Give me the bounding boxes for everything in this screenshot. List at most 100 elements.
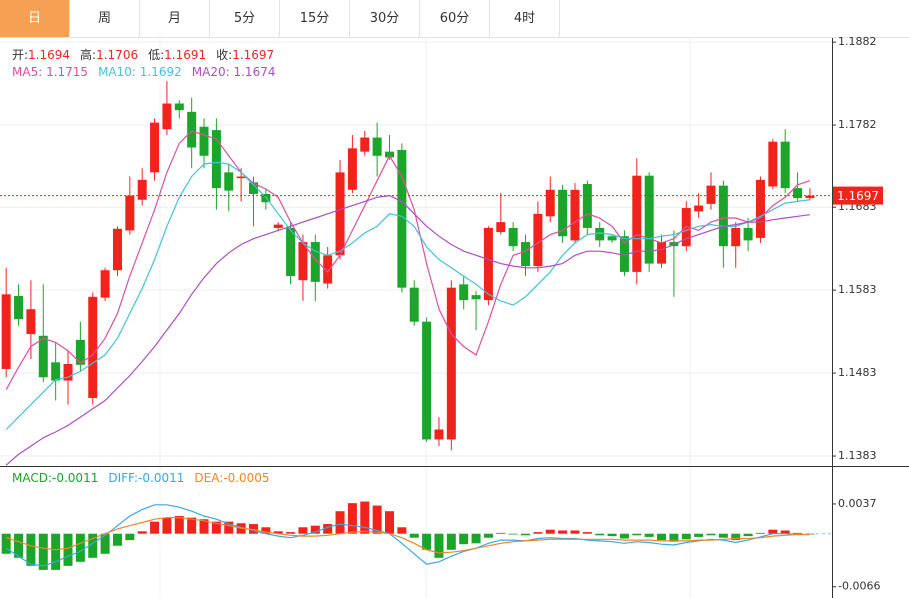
period-tab[interactable]: 周 bbox=[70, 0, 140, 37]
candle-body bbox=[51, 362, 61, 381]
last-price-box bbox=[833, 186, 883, 205]
candle-body bbox=[755, 179, 765, 238]
macd-bar bbox=[310, 525, 320, 534]
macd-bar bbox=[150, 521, 160, 534]
candle-body bbox=[75, 339, 85, 365]
candle-body bbox=[731, 227, 741, 247]
candle-body bbox=[150, 122, 160, 173]
macd-bar bbox=[706, 533, 716, 536]
y-tick-label: 0.0037 bbox=[838, 497, 877, 510]
macd-legend: MACD:-0.0011 DIFF:-0.0011 DEA:-0.0005 bbox=[12, 471, 280, 485]
candle-body bbox=[372, 137, 382, 156]
macd-bar bbox=[619, 533, 629, 539]
candle-body bbox=[570, 189, 580, 241]
period-tab[interactable]: 5分 bbox=[210, 0, 280, 37]
macd-bar bbox=[51, 533, 61, 570]
ma-line bbox=[5, 194, 810, 466]
candle-body bbox=[298, 242, 308, 281]
macd-bar bbox=[75, 533, 85, 562]
candle-body bbox=[286, 227, 296, 277]
period-tab[interactable]: 15分 bbox=[280, 0, 350, 37]
macd-bar bbox=[731, 533, 741, 541]
macd-line bbox=[5, 504, 810, 567]
macd-bar bbox=[558, 530, 568, 534]
candle-body bbox=[459, 284, 469, 301]
candle-body bbox=[632, 175, 642, 272]
ma-line bbox=[5, 130, 811, 390]
macd-bar bbox=[125, 533, 135, 541]
ma-legend-value: 1.1692 bbox=[139, 65, 182, 79]
macd-bar bbox=[409, 533, 419, 538]
y-tick-label: 1.1782 bbox=[838, 118, 877, 131]
candle-body bbox=[125, 195, 135, 231]
candle-body bbox=[26, 309, 36, 335]
candle-body bbox=[360, 137, 370, 152]
period-tab[interactable]: 30分 bbox=[350, 0, 420, 37]
candle-body bbox=[607, 236, 617, 241]
macd-bar bbox=[360, 501, 370, 534]
macd-bar bbox=[224, 521, 234, 534]
candle-body bbox=[446, 287, 456, 440]
candle-body bbox=[545, 189, 555, 217]
macd-legend-label: DEA: bbox=[194, 471, 224, 485]
period-tab[interactable]: 日 bbox=[0, 0, 70, 37]
macd-bar bbox=[669, 533, 679, 542]
candle-body bbox=[224, 172, 234, 191]
macd-bar bbox=[211, 521, 221, 534]
macd-bar bbox=[793, 532, 803, 534]
macd-bar bbox=[112, 533, 122, 546]
macd-bar bbox=[335, 511, 345, 534]
candle-body bbox=[496, 222, 506, 233]
y-tick-label: 1.1583 bbox=[838, 283, 877, 296]
macd-bar bbox=[434, 533, 444, 558]
ma-legend-name: MA5: bbox=[12, 65, 43, 79]
macd-bar bbox=[372, 505, 382, 534]
ohlc-label: 低: bbox=[148, 48, 165, 62]
candles bbox=[1, 81, 815, 466]
candle-body bbox=[471, 295, 481, 300]
macd-bar bbox=[1, 533, 11, 554]
macd-bar bbox=[14, 533, 24, 558]
candle-body bbox=[347, 148, 357, 190]
macd-bar bbox=[137, 531, 147, 534]
candle-body bbox=[619, 236, 629, 272]
candle-body bbox=[397, 149, 407, 288]
ohlc-label: 收: bbox=[216, 48, 233, 62]
macd-bar bbox=[100, 533, 110, 554]
macd-bar bbox=[607, 533, 617, 537]
y-tick-label: 1.1383 bbox=[838, 449, 877, 462]
candle-body bbox=[521, 242, 531, 267]
ohlc-label: 高: bbox=[80, 48, 97, 62]
macd-bar bbox=[38, 533, 48, 570]
period-tab[interactable]: 60分 bbox=[420, 0, 490, 37]
ma-legend: MA5: 1.1715 MA10: 1.1692 MA20: 1.1674 bbox=[12, 65, 285, 79]
macd-bar bbox=[286, 532, 296, 534]
candle-body bbox=[595, 227, 605, 241]
candle-body bbox=[409, 287, 419, 322]
candle-body bbox=[385, 151, 395, 158]
candle-body bbox=[211, 130, 221, 189]
ohlc-value: 1.1697 bbox=[232, 48, 275, 62]
macd-bar bbox=[446, 533, 456, 550]
macd-bar bbox=[26, 533, 36, 566]
macd-bar bbox=[681, 533, 691, 540]
ma-legend-name: MA20: bbox=[191, 65, 230, 79]
macd-bar bbox=[755, 532, 765, 534]
candle-body bbox=[743, 227, 753, 241]
candle-body bbox=[63, 363, 73, 381]
candle-body bbox=[533, 213, 543, 267]
candle-body bbox=[174, 103, 184, 111]
candle-body bbox=[236, 176, 246, 179]
ma-legend-name: MA10: bbox=[98, 65, 136, 79]
period-tab[interactable]: 月 bbox=[140, 0, 210, 37]
period-tab[interactable]: 4时 bbox=[490, 0, 560, 37]
macd-bar bbox=[422, 533, 432, 550]
candle-body bbox=[422, 321, 432, 440]
macd-legend-value: -0.0011 bbox=[138, 471, 185, 485]
candle-body bbox=[657, 242, 667, 264]
candle-body bbox=[644, 175, 654, 264]
candle-body bbox=[88, 296, 98, 398]
macd-bar bbox=[545, 529, 555, 534]
macd-bar bbox=[694, 533, 704, 537]
